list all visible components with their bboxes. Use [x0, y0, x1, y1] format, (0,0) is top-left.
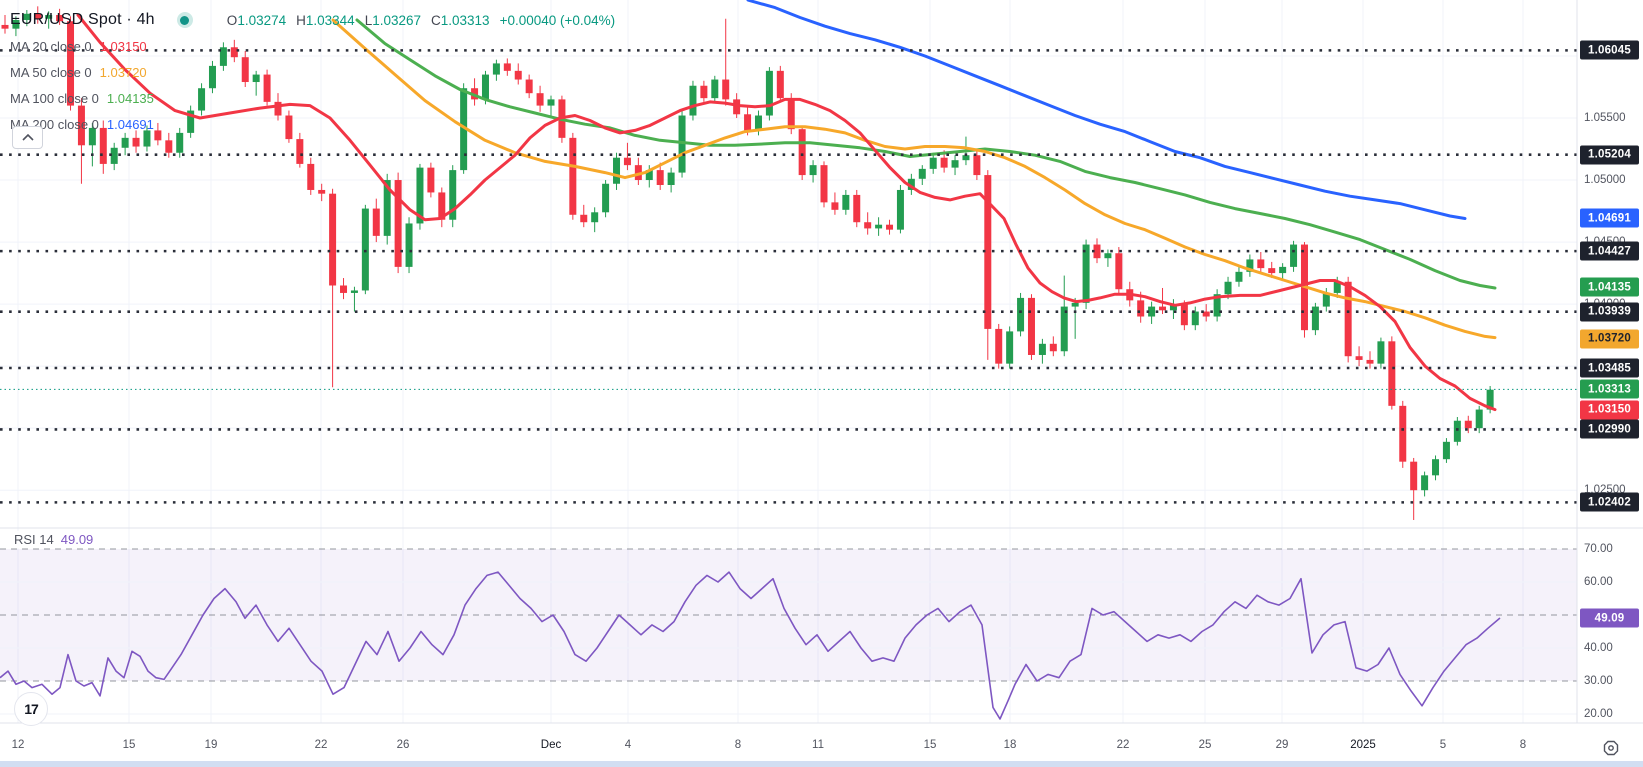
- close-label: C: [431, 12, 441, 28]
- ma50-line: [331, 18, 1497, 340]
- market-status-icon: [176, 12, 193, 28]
- price-axis-label: 1.05000: [1584, 174, 1626, 187]
- time-tick-15: 15: [122, 739, 136, 751]
- rsi-legend[interactable]: RSI 14 49.09: [10, 531, 98, 548]
- price-badge-1.03485: 1.03485: [1580, 358, 1639, 378]
- time-tick-4: 4: [624, 739, 632, 751]
- ma100-line: [355, 18, 1497, 290]
- price-badge-1.02990: 1.02990: [1580, 419, 1639, 439]
- open-value: 1.03274: [237, 12, 287, 28]
- candlestick-series: [1, 6, 1494, 520]
- change-value: +0.00040 (+0.04%): [499, 12, 616, 28]
- close-value: 1.03313: [440, 12, 490, 28]
- legend-collapse-button[interactable]: [12, 126, 43, 149]
- price-badge-1.03939: 1.03939: [1580, 302, 1639, 322]
- price-badge-1.05204: 1.05204: [1580, 145, 1639, 165]
- indicator-label: MA 100 close 0: [10, 90, 99, 106]
- price-badge-1.03150: 1.03150: [1580, 400, 1639, 420]
- time-tick-8: 8: [1519, 739, 1527, 751]
- time-tick-8: 8: [734, 739, 742, 751]
- price-badge-1.04135: 1.04135: [1580, 277, 1639, 297]
- rsi-axis-label: 20.00: [1584, 708, 1613, 720]
- price-badge-1.04427: 1.04427: [1580, 241, 1639, 261]
- price-badge-1.03720: 1.03720: [1580, 329, 1639, 349]
- indicator-label: MA 50 close 0: [10, 64, 92, 80]
- tradingview-logo[interactable]: 17: [14, 692, 48, 726]
- indicator-row-ma-50-close-0[interactable]: MA 50 close 0 1.03720: [10, 59, 615, 85]
- pane-separators: [0, 0, 1643, 724]
- rsi-axis-label: 70.00: [1584, 543, 1613, 555]
- chart-legend: EUR/USD Spot · 4h O 1.03274 H 1.03344 L 1.0…: [10, 7, 615, 137]
- indicator-value: 1.03720: [99, 64, 147, 80]
- rsi-value-badge: 49.09: [1580, 608, 1639, 628]
- time-tick-22: 22: [314, 739, 328, 751]
- indicator-label: MA 20 close 0: [10, 38, 92, 54]
- indicator-row-ma-200-close-0[interactable]: MA 200 close 0 1.04691: [10, 111, 615, 137]
- rsi-label: RSI 14: [14, 532, 54, 547]
- time-tick-19: 19: [204, 739, 218, 751]
- indicator-row-ma-100-close-0[interactable]: MA 100 close 0 1.04135: [10, 85, 615, 111]
- bottom-toolbar-strip: [0, 761, 1643, 767]
- time-tick-22: 22: [1116, 739, 1130, 751]
- ohlc-values: O 1.03274 H 1.03344 L 1.03267 C 1.03313 +0.0…: [217, 13, 615, 28]
- rsi-axis-label: 40.00: [1584, 642, 1613, 654]
- axis-settings-gear-icon[interactable]: [1600, 737, 1622, 759]
- symbol-title[interactable]: EUR/USD Spot · 4h: [10, 11, 155, 28]
- time-tick-12: 12: [11, 739, 25, 751]
- price-badge-1.03313: 1.03313: [1580, 379, 1639, 399]
- price-badge-1.04691: 1.04691: [1580, 208, 1639, 228]
- low-label: L: [364, 12, 373, 28]
- rsi-axis-label: 60.00: [1584, 576, 1613, 588]
- open-label: O: [226, 12, 238, 28]
- time-tick-5: 5: [1439, 739, 1447, 751]
- indicator-value: 1.04691: [106, 116, 154, 132]
- chevron-up-icon: [21, 134, 34, 141]
- indicator-value: 1.03150: [99, 38, 147, 54]
- time-tick-Dec: Dec: [540, 739, 562, 751]
- high-value: 1.03344: [305, 12, 355, 28]
- low-value: 1.03267: [372, 12, 422, 28]
- high-label: H: [296, 12, 306, 28]
- time-tick-18: 18: [1003, 739, 1017, 751]
- time-tick-11: 11: [812, 739, 824, 751]
- indicator-row-ma-20-close-0[interactable]: MA 20 close 0 1.03150: [10, 33, 615, 59]
- time-tick-29: 29: [1275, 739, 1289, 751]
- price-axis-label: 1.05500: [1584, 112, 1626, 124]
- time-tick-26: 26: [396, 739, 410, 751]
- ma20-line: [76, 13, 1497, 412]
- rsi-axis-label: 30.00: [1584, 675, 1613, 687]
- indicator-value: 1.04135: [106, 90, 154, 106]
- ma200-line: [746, 0, 1467, 220]
- rsi-value: 49.09: [60, 532, 94, 547]
- rsi-band: [0, 548, 1577, 715]
- time-tick-25: 25: [1198, 739, 1212, 751]
- price-badge-1.06045: 1.06045: [1580, 40, 1639, 60]
- indicator-legend: MA 20 close 0 1.03150 MA 50 close 0 1.03720…: [10, 33, 615, 137]
- time-tick-15: 15: [923, 739, 937, 751]
- price-badge-1.02402: 1.02402: [1580, 492, 1639, 512]
- rsi-line: [0, 571, 1501, 720]
- time-tick-2025: 2025: [1350, 739, 1376, 751]
